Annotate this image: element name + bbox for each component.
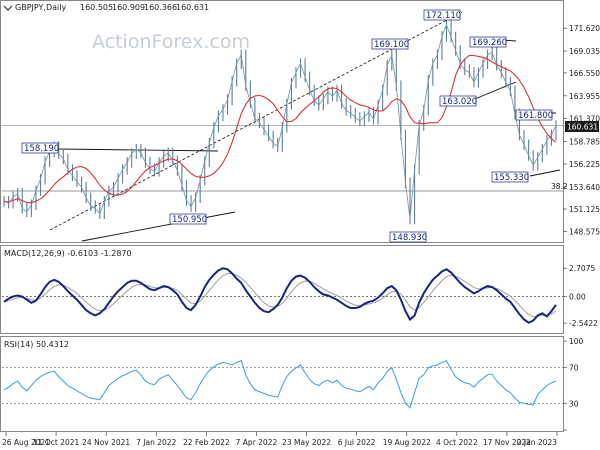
rsi-ytick-label: 30: [569, 399, 579, 408]
price-label-box: [515, 109, 553, 121]
date-tick-label: 11 Oct 2021: [33, 438, 80, 447]
current-price-text: 160.631: [567, 123, 598, 132]
recent-low-line: [529, 169, 561, 177]
trendlines: 38.2: [2, 11, 568, 242]
price-label-box: [21, 142, 59, 154]
price-label: 161.800: [518, 111, 553, 121]
price-label: 169.100: [374, 40, 409, 50]
fib-label: 38.2: [551, 182, 568, 191]
price-title: GBPJPY,Daily 160.505 160.909 160.366 160…: [3, 3, 209, 12]
price-ytick-label: 151.125: [569, 205, 600, 214]
price-label: 150.950: [172, 215, 207, 225]
price-label-box: [389, 231, 427, 243]
close-line: [3, 23, 557, 219]
price-labels: 158.190 150.950 169.100 148.930 172.110 169.2…: [21, 9, 553, 243]
price-ytick-label: 171.620: [569, 24, 600, 33]
price-ytick-label: 153.640: [569, 183, 600, 192]
price-ytick-label: 166.550: [569, 69, 600, 78]
rsi-ytick-label: 70: [569, 364, 579, 373]
rsi-series: [3, 359, 557, 409]
date-tick-label: 26 Aug 2021: [2, 438, 50, 447]
resistance-line: [58, 148, 219, 152]
rsi-panel: [0, 336, 564, 432]
ohlc-high: 160.909: [112, 3, 145, 12]
dashed-channel-line: [49, 11, 463, 231]
watermark: ActionForex.com: [92, 31, 250, 53]
support-line: [81, 211, 236, 242]
price-label: 163.020: [442, 97, 477, 107]
macd-title: MACD(12,26,9) -0.6103 -1.2870: [4, 249, 132, 258]
price-label-box: [423, 9, 461, 21]
macd-ytick-label: 2.7075: [569, 264, 595, 273]
date-tick-label: 4 Oct 2022: [436, 438, 478, 447]
date-tick-label: 22 Feb 2022: [183, 438, 230, 447]
date-tick-label: 23 May 2022: [282, 438, 331, 447]
symbol-title: GBPJPY,Daily: [15, 3, 66, 12]
price-ytick-label: 163.955: [569, 92, 600, 101]
ohlc-open: 160.505: [80, 3, 113, 12]
macd-line: [3, 267, 557, 324]
macd-panel: [0, 245, 564, 334]
rsi-ytick-label: 100: [569, 337, 584, 346]
sma-line: [3, 54, 557, 204]
current-price-box: [565, 121, 599, 132]
date-tick-label: 7 Jan 2022: [136, 438, 176, 447]
rsi-line: [3, 359, 557, 409]
macd-series: [3, 267, 557, 324]
date-tick-label: 17 Nov 2022: [483, 438, 531, 447]
rsi-title: RSI(14) 50.4312: [4, 340, 69, 349]
price-label-box: [491, 171, 529, 183]
price-label-box: [371, 38, 409, 50]
macd-signal-line: [3, 273, 557, 318]
price-label: 148.930: [392, 233, 427, 243]
price-label: 169.260: [472, 38, 507, 48]
price-ytick-label: 169.035: [569, 47, 600, 56]
date-tick-label: 24 Nov 2021: [82, 438, 130, 447]
price-label-box: [469, 36, 507, 48]
current-price-marker: 160.631: [565, 121, 599, 132]
price-ytick-label: 161.370: [569, 115, 600, 124]
price-label: 155.330: [494, 173, 529, 183]
ohlc-low: 160.366: [144, 3, 177, 12]
macd-ytick-label: -2.5422: [569, 319, 598, 328]
price-label: 158.190: [24, 144, 59, 154]
price-series: [3, 19, 557, 225]
macd-ytick-label: 0.00: [569, 293, 586, 302]
price-label: 172.110: [426, 11, 461, 21]
price-ytick-label: 148.575: [569, 228, 600, 237]
price-label-box: [439, 95, 477, 107]
grid: [2, 27, 567, 436]
date-tick-label: 7 Apr 2022: [236, 438, 278, 447]
date-tick-label: 19 Aug 2022: [383, 438, 431, 447]
price-ytick-label: 156.225: [569, 160, 600, 169]
date-tick-label: 6 Jul 2022: [338, 438, 376, 447]
chevron-down-icon: [3, 5, 13, 11]
axis-labels: 171.620 169.035 166.550 163.955 161.370 158.7…: [2, 24, 600, 447]
price-ytick-label: 158.785: [569, 137, 600, 146]
ohlc-close: 160.631: [176, 3, 209, 12]
date-tick-label: 2 Jan 2023: [517, 438, 557, 447]
price-label-box: [169, 213, 207, 225]
bottom-flag-line: [469, 81, 517, 102]
